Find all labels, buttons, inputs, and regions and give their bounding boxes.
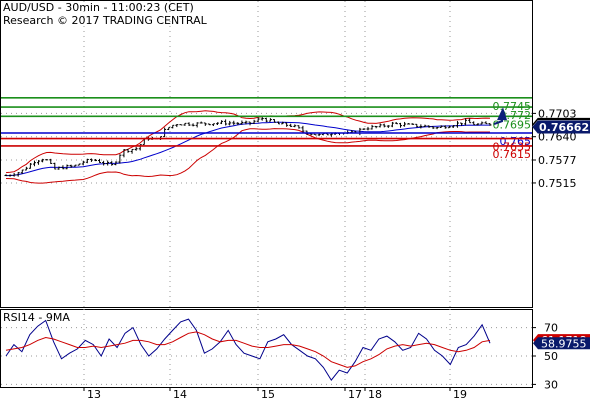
x-tick-label: 14 (173, 388, 187, 400)
y-tick-label: 0.7577 (538, 154, 577, 167)
rsi-y-tick-label: 70 (544, 322, 558, 335)
level-label: 0.7615 (493, 148, 532, 161)
rsi-panel-frame (0, 309, 533, 388)
rsi-y-tick-label: 50 (544, 350, 558, 363)
moving-average (5, 121, 490, 177)
axis-labels: 0.7515 0.7577 0.7640 0.7703 13 14 15 17 18 19 30 50… (83, 107, 577, 400)
price-tags: 0.767340.766730.7666261.171858.9755 (532, 117, 590, 350)
bollinger-upper (5, 110, 491, 174)
rsi-panel (5, 318, 491, 381)
level-label: 0.7635 (493, 141, 532, 154)
rsi-tag-label: 58.9755 (541, 337, 587, 350)
level-label: 0.7695 (493, 118, 532, 131)
x-tick-label: 13 (87, 388, 101, 400)
y-tick-label: 0.7640 (538, 131, 577, 144)
forecast-arrow-head (497, 107, 507, 121)
x-tick-label: 18 (368, 388, 382, 400)
rsi-tag-bg (533, 337, 590, 350)
x-tick-label: 15 (261, 388, 275, 400)
price-tag-bg (532, 120, 590, 134)
rsi-series-9ma (5, 331, 491, 368)
forecast-arrow-group (493, 107, 507, 126)
bollinger-lower (5, 128, 490, 184)
x-tick-label: 17 (348, 388, 362, 400)
chart-title: AUD/USD - 30min - 11:00:23 (CET) (3, 1, 194, 14)
y-tick-label: 0.7515 (538, 177, 577, 190)
x-tick-label: 19 (453, 388, 467, 400)
chart-frame (0, 0, 533, 388)
grid-lines (1, 1, 532, 387)
rsi-y-tick-label: 30 (544, 378, 558, 391)
bollinger-bands (5, 110, 491, 184)
y-tick-label: 0.7703 (538, 107, 577, 120)
copyright-note: Research © 2017 TRADING CENTRAL (3, 14, 207, 27)
price-panel-frame (0, 0, 533, 308)
rsi-series-rsi14 (5, 318, 491, 381)
price-tag-label: 0.76662 (539, 121, 589, 134)
rsi-title: RSI14 - 9MA (3, 311, 70, 324)
